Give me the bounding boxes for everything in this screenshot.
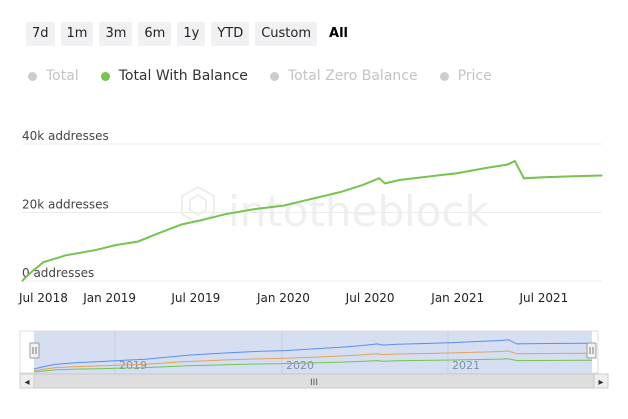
series-points [21, 160, 603, 282]
range-button-all[interactable]: All [329, 26, 349, 41]
series-point [253, 208, 255, 210]
navigator-label-2020: 2020 [286, 359, 314, 372]
series-point [224, 213, 226, 215]
navigator-scrollbar[interactable]: III ◂ ▸ [19, 373, 609, 389]
navigator-line-with-balance [33, 358, 593, 373]
range-button-1y[interactable]: 1y [177, 22, 206, 46]
x-tick-label: Jan 2020 [256, 291, 310, 305]
x-tick-label: Jul 2019 [170, 291, 220, 305]
legend-label-total: Total [46, 68, 79, 84]
series-point [399, 179, 401, 181]
legend-dot-icon [439, 71, 449, 81]
series-line-total-with-balance [21, 159, 603, 282]
series-point [572, 175, 575, 177]
y-tick-label: 0 addresses [22, 266, 94, 280]
range-button-custom[interactable]: Custom [255, 22, 318, 46]
series-point [137, 241, 139, 243]
x-tick-label: Jan 2019 [82, 291, 136, 305]
legend-item-total[interactable]: Total [28, 68, 79, 84]
series-point [115, 244, 117, 246]
range-button-7d[interactable]: 7d [26, 22, 55, 46]
x-tick-label: Jul 2018 [18, 291, 68, 305]
series-point [457, 172, 459, 174]
series-point [485, 167, 487, 169]
series-point [30, 271, 32, 274]
chart-legend: Total Total With Balance Total Zero Bala… [28, 68, 492, 84]
range-button-3m[interactable]: 3m [99, 22, 133, 46]
arrow-right-icon: ▸ [598, 377, 603, 388]
series-point [378, 177, 380, 179]
navigator-left-handle[interactable] [29, 342, 40, 359]
series-point [94, 249, 96, 251]
range-button-6m[interactable]: 6m [138, 22, 172, 46]
legend-dot-icon [28, 71, 37, 81]
x-tick-label: Jul 2021 [518, 291, 568, 305]
gridlines [22, 143, 602, 282]
time-range-selector: 7d 1m 3m 6m 1y YTD Custom All [26, 22, 354, 46]
series-point [523, 177, 525, 179]
series-point [282, 205, 285, 207]
series-point [204, 218, 206, 220]
navigator-label-2021: 2021 [452, 359, 480, 372]
legend-item-total-with-balance[interactable]: Total With Balance [100, 68, 248, 84]
series-point [601, 174, 603, 177]
series-point [21, 280, 23, 282]
series-point [42, 261, 45, 263]
series-point [506, 163, 508, 166]
range-button-ytd[interactable]: YTD [211, 22, 250, 46]
navigator[interactable]: 2019 2020 2021 [19, 330, 599, 374]
y-tick-label: 40k addresses [22, 129, 109, 143]
series-point [384, 182, 386, 184]
navigator-label-2019: 2019 [119, 359, 147, 372]
watermark: intotheblock [181, 185, 489, 236]
scrollbar-right-button[interactable] [593, 373, 609, 389]
series-point [514, 160, 516, 162]
series-point [311, 198, 313, 200]
y-axis-labels: 0 addresses 20k addresses 40k addresses [22, 129, 109, 280]
legend-dot-icon [269, 71, 279, 81]
navigator-left-handle-box[interactable] [29, 342, 40, 359]
series-point [180, 223, 183, 226]
watermark-logo-icon [181, 185, 215, 225]
legend-label-total-zero-balance: Total Zero Balance [287, 68, 418, 84]
x-axis-labels: Jul 2018 Jan 2019 Jul 2019 Jan 2020 Jul 2020… [18, 291, 568, 305]
legend-label-total-with-balance: Total With Balance [118, 68, 248, 84]
y-tick-label: 20k addresses [22, 198, 109, 212]
scrollbar-left-button[interactable] [19, 373, 35, 389]
series-point [428, 175, 430, 178]
scrollbar-grip-icon: III [310, 378, 318, 388]
series-point [543, 176, 545, 178]
navigator-line-zero-balance [33, 350, 593, 372]
navigator-line-total [33, 339, 593, 370]
legend-item-total-zero-balance[interactable]: Total Zero Balance [269, 68, 418, 84]
watermark-text: intotheblock [228, 187, 489, 236]
legend-dot-icon [100, 71, 110, 81]
x-tick-label: Jul 2020 [345, 291, 395, 305]
navigator-right-handle-box[interactable] [586, 342, 597, 359]
arrow-left-icon: ◂ [24, 377, 29, 388]
series-point [361, 184, 364, 186]
series-point [65, 254, 67, 256]
legend-item-price[interactable]: Price [439, 68, 492, 84]
x-tick-label: Jan 2021 [430, 291, 484, 305]
navigator-right-handle[interactable] [586, 342, 597, 359]
series-point [340, 191, 342, 193]
series-point [158, 232, 160, 234]
range-button-1m[interactable]: 1m [60, 22, 94, 46]
legend-label-price: Price [457, 68, 492, 84]
